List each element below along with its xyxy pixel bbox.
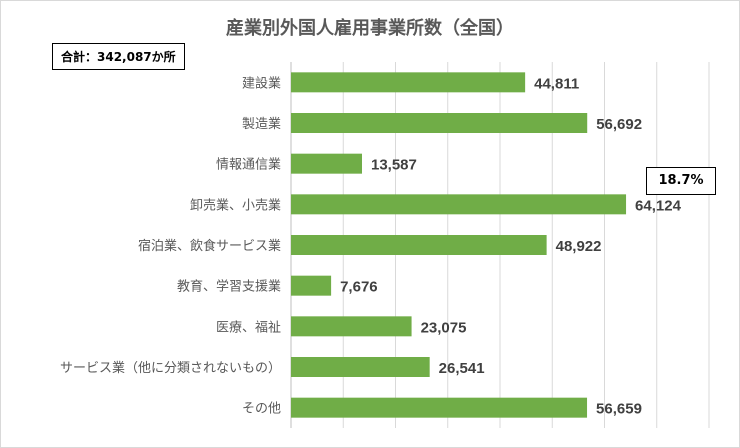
bar bbox=[291, 275, 332, 296]
bar bbox=[291, 194, 627, 215]
bar bbox=[291, 357, 430, 377]
category-label: その他 bbox=[242, 402, 281, 417]
data-label: 23,075 bbox=[421, 319, 467, 336]
bar bbox=[291, 235, 547, 255]
category-label: サービス業（他に分類されないもの） bbox=[60, 360, 281, 376]
bar bbox=[291, 316, 412, 337]
bar bbox=[291, 113, 588, 133]
category-label: 製造業 bbox=[242, 116, 281, 132]
data-label: 64,124 bbox=[635, 197, 682, 214]
bar bbox=[291, 153, 362, 174]
bar bbox=[291, 72, 526, 93]
category-label: 情報通信業 bbox=[216, 157, 281, 173]
share-callout: 18.7% bbox=[646, 167, 716, 195]
data-label: 26,541 bbox=[439, 360, 485, 377]
bar bbox=[291, 397, 588, 418]
category-label: 教育、学習支援業 bbox=[177, 279, 281, 295]
data-label: 13,587 bbox=[371, 157, 417, 174]
category-label: 医療、福祉 bbox=[216, 320, 281, 335]
data-label: 44,811 bbox=[534, 75, 579, 92]
total-box: 合計：342,087か所 bbox=[52, 43, 185, 70]
data-label: 48,922 bbox=[556, 238, 602, 255]
category-label: 建設業 bbox=[242, 75, 281, 91]
data-label: 56,659 bbox=[596, 401, 642, 418]
chart-title: 産業別外国人雇用事業所数（全国） bbox=[226, 18, 514, 39]
data-label: 7,676 bbox=[340, 279, 378, 296]
category-label: 宿泊業、飲食サービス業 bbox=[138, 238, 281, 254]
category-label: 卸売業、小売業 bbox=[190, 197, 281, 213]
data-label: 56,692 bbox=[596, 116, 642, 133]
